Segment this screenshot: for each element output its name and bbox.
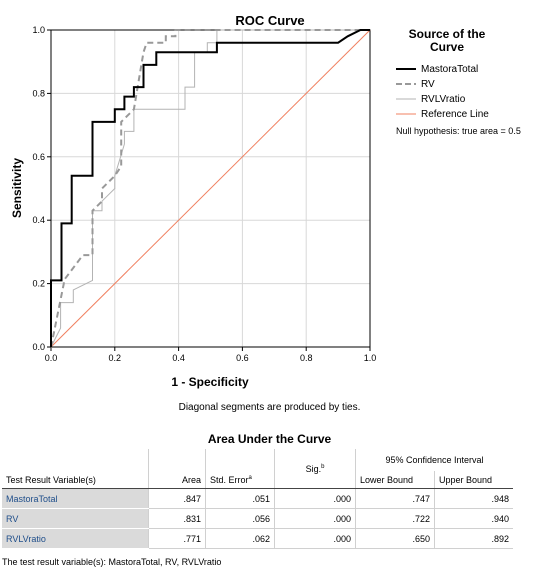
table-row: MastoraTotal .847 .051 .000 .747 .948	[2, 488, 513, 509]
y-tick-label: 0.2	[32, 279, 45, 289]
col-sig: Sig.b	[274, 464, 356, 489]
legend-label: Reference Line	[421, 109, 489, 120]
x-tick-label: 0.0	[45, 353, 58, 363]
y-tick-label: 0.8	[32, 88, 45, 98]
y-tick-label: 1.0	[32, 25, 45, 35]
col-area: Area	[148, 471, 206, 489]
auc-table: 95% Confidence Interval Test Result Vari…	[2, 449, 513, 549]
legend-title-line2: Curve	[430, 40, 464, 54]
x-tick-label: 0.6	[236, 353, 249, 363]
roc-chart: ROC Curve 0.00.0 0.2 0.2 0.4 0.4 0.6 0.6 0.8 0.8…	[10, 13, 521, 389]
chart-series	[50, 29, 371, 348]
x-tick-label: 0.8	[300, 353, 313, 363]
auc-table-title: Area Under the Curve	[207, 432, 332, 446]
table-row: RV .831 .056 .000 .722 .940	[2, 508, 513, 529]
legend-label: RV	[421, 79, 435, 90]
col-upper: Upper Bound	[434, 471, 513, 489]
x-tick-label: 1.0	[364, 353, 377, 363]
y-axis-label: Sensitivity	[10, 158, 24, 218]
table-row: RVLVratio .771 .062 .000 .650 .892	[2, 528, 513, 549]
legend-label: MastoraTotal	[421, 64, 478, 75]
col-variable: Test Result Variable(s)	[2, 471, 149, 489]
ci-header: 95% Confidence Interval	[355, 449, 513, 471]
legend-title-line1: Source of the	[409, 27, 486, 41]
x-tick-label: 0.2	[109, 353, 122, 363]
chart-grid	[51, 30, 370, 347]
x-axis-label: 1 - Specificity	[171, 375, 249, 389]
std-error-mark: a	[248, 474, 252, 481]
chart-title: ROC Curve	[235, 13, 304, 28]
legend-label: RVLVratio	[421, 94, 466, 105]
sig-mark: b	[321, 463, 325, 470]
series-line-mastoratotal	[50, 29, 370, 347]
y-tick-label: 0.4	[32, 215, 45, 225]
table-footnote: The test result variable(s): MastoraTota…	[2, 557, 222, 567]
chart-legend: MastoraTotal RV RVLVratio Reference Line	[396, 64, 489, 120]
col-lower: Lower Bound	[355, 471, 435, 489]
series-line-rv	[50, 29, 370, 348]
y-tick-label: 0.0	[32, 342, 45, 352]
col-std-error: Std. Errora	[205, 471, 275, 489]
x-tick-label: 0.4	[172, 353, 185, 363]
y-tick-label: 0.6	[32, 152, 45, 162]
legend-null-hypothesis: Null hypothesis: true area = 0.5	[396, 126, 521, 136]
series-line-reference-line	[50, 29, 371, 348]
chart-footnote: Diagonal segments are produced by ties.	[178, 402, 361, 413]
